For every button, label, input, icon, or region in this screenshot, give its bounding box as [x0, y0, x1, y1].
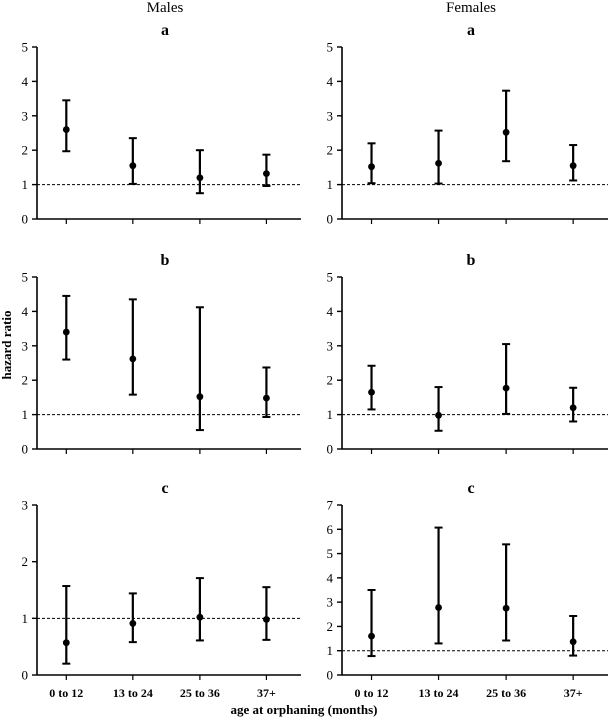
y-tick-label: 0 — [327, 668, 334, 683]
column-title-females: Females — [446, 0, 496, 16]
y-tick-label: 3 — [22, 338, 29, 353]
data-point — [263, 616, 270, 623]
data-point — [196, 393, 204, 401]
y-tick-label: 4 — [327, 74, 334, 89]
y-tick-label: 0 — [327, 442, 334, 457]
data-point — [196, 174, 204, 182]
y-tick-label: 3 — [327, 108, 334, 123]
panel-label: a — [467, 22, 475, 39]
y-tick-label: 2 — [327, 619, 334, 634]
y-tick-label: 1 — [327, 407, 334, 422]
y-tick-label: 2 — [22, 373, 29, 388]
y-tick-label: 4 — [327, 570, 334, 585]
x-tick-label: 0 to 12 — [355, 686, 389, 700]
y-tick-label: 1 — [22, 177, 29, 192]
data-point — [62, 328, 70, 336]
y-tick-label: 1 — [22, 407, 29, 422]
panel-males-b: b 0 1 2 3 4 5 — [22, 252, 301, 457]
y-tick-label: 5 — [327, 546, 334, 561]
data-point — [502, 604, 510, 612]
x-axis-title: age at orphaning (months) — [231, 702, 378, 717]
y-tick-label: 5 — [327, 270, 334, 285]
panel-males-c: c 0 1 2 3 0 to 12 13 to 24 25 to 36 37+ — [22, 480, 301, 700]
x-tick-label: 13 to 24 — [419, 686, 459, 700]
data-point — [263, 170, 270, 177]
panels-group: a 0 1 2 3 4 5 a 0 1 2 3 4 5 b 0 1 2 3 4 5 b 0 1 2 3 4 5 c 0 1 2 3 0 to 12… — [22, 22, 608, 700]
panel-females-b: b 0 1 2 3 4 5 — [327, 252, 608, 457]
y-tick-label: 1 — [22, 611, 29, 626]
panel-label: c — [467, 480, 474, 497]
y-tick-label: 5 — [327, 40, 334, 55]
panel-label: b — [467, 252, 476, 269]
y-tick-label: 1 — [327, 177, 334, 192]
x-tick-label: 13 to 24 — [113, 686, 153, 700]
x-tick-label: 25 to 36 — [486, 686, 526, 700]
data-point — [502, 128, 510, 136]
data-point — [368, 632, 375, 640]
y-tick-label: 4 — [327, 304, 334, 319]
panel-label: a — [161, 22, 169, 39]
panel-label: b — [161, 252, 170, 269]
panel-females-c: c 0 1 2 3 4 5 6 7 0 to 12 13 to 24 25 to 36 37+ — [327, 480, 608, 700]
y-tick-label: 2 — [22, 554, 29, 569]
x-tick-label: 0 to 12 — [49, 686, 83, 700]
y-tick-label: 0 — [22, 212, 29, 227]
data-point — [368, 163, 375, 171]
y-tick-label: 0 — [327, 212, 334, 227]
y-tick-label: 4 — [22, 74, 29, 89]
data-point — [569, 638, 577, 646]
x-tick-label: 37+ — [257, 686, 276, 700]
x-tick-label: 25 to 36 — [180, 686, 220, 700]
y-tick-label: 0 — [22, 668, 29, 683]
data-point — [368, 388, 375, 396]
y-tick-label: 3 — [327, 595, 334, 610]
data-point — [129, 620, 137, 627]
panel-males-a: a 0 1 2 3 4 5 — [22, 22, 301, 227]
y-tick-label: 3 — [22, 108, 29, 123]
data-point — [62, 639, 70, 647]
data-point — [129, 355, 137, 363]
y-tick-label: 7 — [327, 498, 334, 513]
y-tick-label: 3 — [22, 498, 29, 513]
y-axis-title: hazard ratio — [0, 311, 14, 380]
x-tick-label: 37+ — [564, 686, 583, 700]
data-point — [435, 159, 442, 167]
data-point — [502, 384, 510, 392]
data-point — [435, 411, 442, 419]
data-point — [196, 613, 204, 621]
y-tick-label: 5 — [22, 40, 29, 55]
data-point — [263, 394, 270, 402]
y-tick-label: 1 — [327, 643, 334, 658]
y-tick-label: 6 — [327, 522, 334, 537]
column-title-males: Males — [147, 0, 184, 16]
panel-label: c — [161, 480, 168, 497]
data-point — [435, 604, 442, 611]
y-tick-label: 5 — [22, 270, 29, 285]
y-tick-label: 2 — [22, 143, 29, 158]
y-tick-label: 0 — [22, 442, 29, 457]
y-tick-label: 4 — [22, 304, 29, 319]
y-tick-label: 3 — [327, 338, 334, 353]
data-point — [129, 162, 137, 170]
data-point — [62, 126, 70, 133]
data-point — [569, 162, 577, 170]
y-tick-label: 2 — [327, 373, 334, 388]
y-tick-label: 2 — [327, 143, 334, 158]
data-point — [569, 404, 577, 412]
panel-females-a: a 0 1 2 3 4 5 — [327, 22, 608, 227]
